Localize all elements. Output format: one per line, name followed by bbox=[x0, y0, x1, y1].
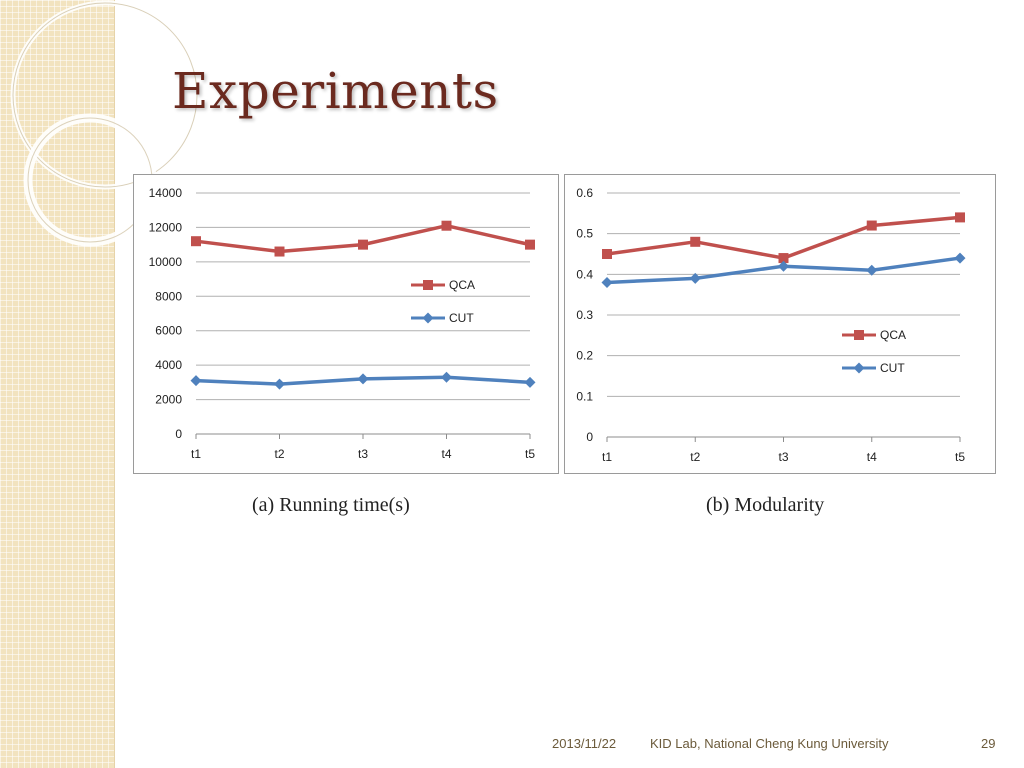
chart-b-ytick-label: 0.6 bbox=[576, 186, 593, 200]
chart-a-point-qca bbox=[441, 220, 452, 231]
chart-a-point-qca bbox=[191, 236, 201, 247]
chart-a-point-cut bbox=[274, 378, 285, 390]
modularity-chart: 0 0.1 0.2 0.3 0.4 0.5 0.6 t1 t2 t3 t4 t5 QCA CUT bbox=[564, 174, 996, 474]
running-time-chart-svg: 0 2000 4000 6000 8000 10000 12000 14000 t1 t2 t3 t4… bbox=[149, 186, 536, 461]
chart-a-ytick-label: 0 bbox=[175, 427, 182, 441]
chart-b-xtick-label: t1 bbox=[602, 450, 612, 464]
chart-a-ytick-label: 4000 bbox=[155, 358, 182, 372]
chart-a-point-cut bbox=[190, 375, 202, 387]
chart-a-xtick-label: t3 bbox=[358, 447, 368, 461]
chart-b-ytick-label: 0.5 bbox=[576, 227, 593, 241]
chart-b-xtick-label: t2 bbox=[690, 450, 700, 464]
chart-a-ytick-label: 12000 bbox=[149, 220, 183, 234]
chart-a-ytick-label: 10000 bbox=[149, 255, 183, 269]
chart-a-point-qca bbox=[274, 246, 285, 257]
chart-b-ytick-label: 0.3 bbox=[576, 308, 593, 322]
chart-b-legend-marker bbox=[853, 362, 865, 374]
side-decoration-band bbox=[0, 0, 115, 768]
chart-b-point-cut bbox=[778, 260, 789, 272]
chart-a-point-cut bbox=[524, 376, 536, 388]
chart-b-ytick-label: 0.1 bbox=[576, 389, 593, 403]
chart-a-point-qca bbox=[358, 239, 368, 250]
chart-a-xtick-label: t2 bbox=[274, 447, 284, 461]
footer-date: 2013/11/22 bbox=[552, 736, 617, 751]
chart-a-xtick-label: t4 bbox=[441, 447, 451, 461]
slide-title: Experiments bbox=[172, 62, 499, 120]
chart-b-point-cut bbox=[866, 264, 878, 276]
chart-b-point-qca bbox=[602, 249, 612, 259]
caption-running-time: (a) Running time(s) bbox=[252, 494, 410, 516]
chart-b-ytick-label: 0.4 bbox=[576, 267, 593, 281]
chart-a-xtick-label: t1 bbox=[191, 447, 201, 461]
running-time-chart: 0 2000 4000 6000 8000 10000 12000 14000 t1 t2 t3 t4… bbox=[133, 174, 559, 474]
chart-b-point-cut bbox=[954, 252, 966, 264]
chart-b-xtick-label: t3 bbox=[778, 450, 788, 464]
chart-b-xtick-label: t5 bbox=[955, 450, 965, 464]
chart-a-point-qca bbox=[525, 239, 535, 250]
modularity-chart-svg: 0 0.1 0.2 0.3 0.4 0.5 0.6 t1 t2 t3 t4 t5 QCA CUT bbox=[576, 186, 966, 464]
caption-modularity: (b) Modularity bbox=[706, 494, 825, 516]
chart-b-xtick-label: t4 bbox=[867, 450, 877, 464]
chart-a-point-cut bbox=[441, 371, 452, 383]
chart-a-ytick-label: 6000 bbox=[155, 324, 182, 338]
chart-b-ytick-label: 0 bbox=[586, 430, 593, 444]
chart-b-point-qca bbox=[866, 220, 877, 231]
chart-a-legend-label: CUT bbox=[449, 311, 474, 325]
chart-a-ytick-label: 14000 bbox=[149, 186, 183, 200]
chart-a-legend-marker bbox=[423, 280, 433, 290]
chart-b-legend-label: QCA bbox=[880, 328, 906, 342]
chart-a-xtick-label: t5 bbox=[525, 447, 535, 461]
chart-a-legend-label: QCA bbox=[449, 278, 475, 292]
chart-b-point-cut bbox=[689, 272, 701, 284]
chart-b-legend-marker bbox=[854, 330, 864, 340]
chart-a-ytick-label: 2000 bbox=[155, 393, 182, 407]
chart-b-point-qca bbox=[955, 212, 965, 223]
chart-b-point-qca bbox=[690, 236, 701, 247]
footer-organization: KID Lab, National Cheng Kung University bbox=[650, 736, 889, 751]
chart-b-series-line-qca bbox=[606, 215, 961, 260]
chart-b-point-qca bbox=[778, 253, 789, 264]
chart-a-point-cut bbox=[357, 373, 369, 385]
chart-a-legend-marker bbox=[422, 312, 434, 324]
chart-a-ytick-label: 8000 bbox=[155, 289, 182, 303]
chart-b-point-cut bbox=[601, 276, 613, 288]
chart-b-legend-label: CUT bbox=[880, 361, 905, 375]
chart-b-ytick-label: 0.2 bbox=[576, 349, 593, 363]
footer-page-number: 29 bbox=[981, 736, 996, 751]
